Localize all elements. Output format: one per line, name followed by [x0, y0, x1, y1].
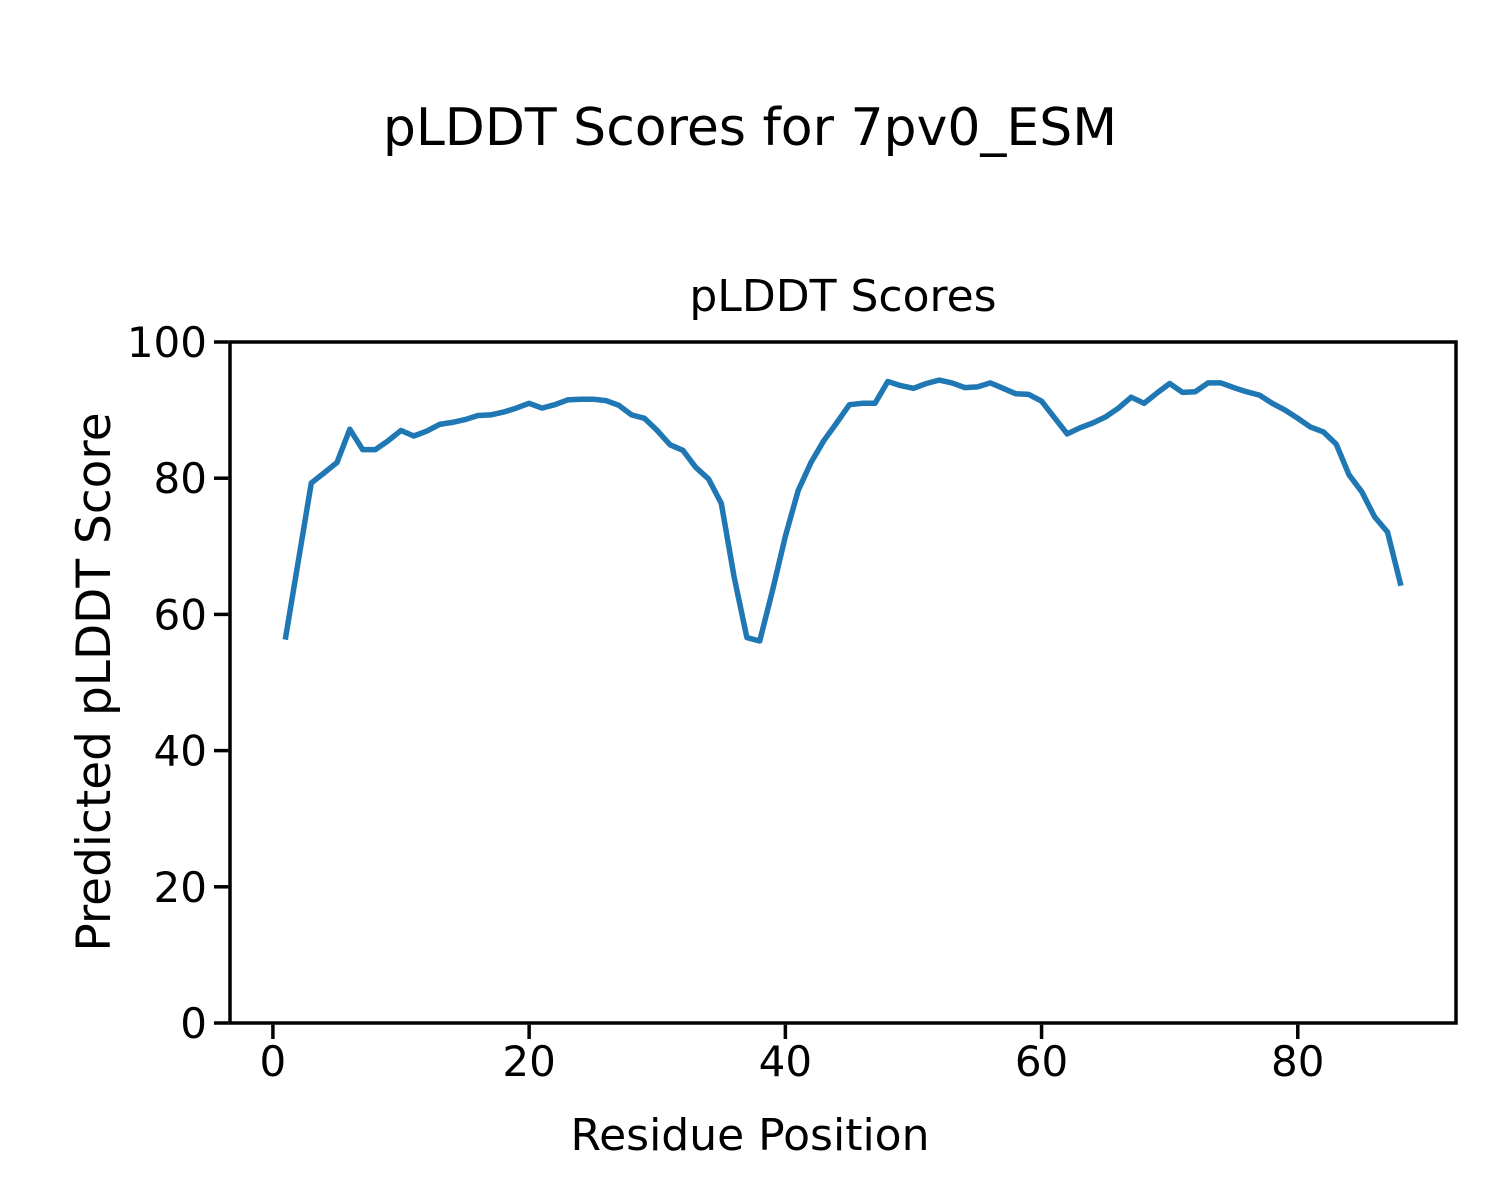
- axis-ticks: 0 20 40 60 80 0 20 40 60 80 100: [127, 318, 1325, 1086]
- y-tick-label: 100: [127, 318, 207, 367]
- y-tick-label: 20: [154, 863, 207, 912]
- plddt-line-series: [282, 377, 1404, 644]
- x-tick-label: 80: [1271, 1037, 1324, 1086]
- y-tick-label: 0: [180, 999, 207, 1048]
- x-tick-label: 0: [260, 1037, 287, 1086]
- axes-title: pLDDT Scores: [689, 271, 997, 322]
- x-tick-label: 20: [502, 1037, 555, 1086]
- figure-title: pLDDT Scores for 7pv0_ESM: [382, 98, 1118, 158]
- x-tick-label: 40: [759, 1037, 812, 1086]
- y-tick-label: 40: [154, 727, 207, 776]
- axes-spines: [228, 340, 1458, 1025]
- data-line-layer: [282, 377, 1404, 644]
- x-axis-label: Residue Position: [570, 1110, 930, 1161]
- y-tick-label: 60: [154, 590, 207, 639]
- y-tick-label: 80: [154, 454, 207, 503]
- x-tick-label: 60: [1015, 1037, 1068, 1086]
